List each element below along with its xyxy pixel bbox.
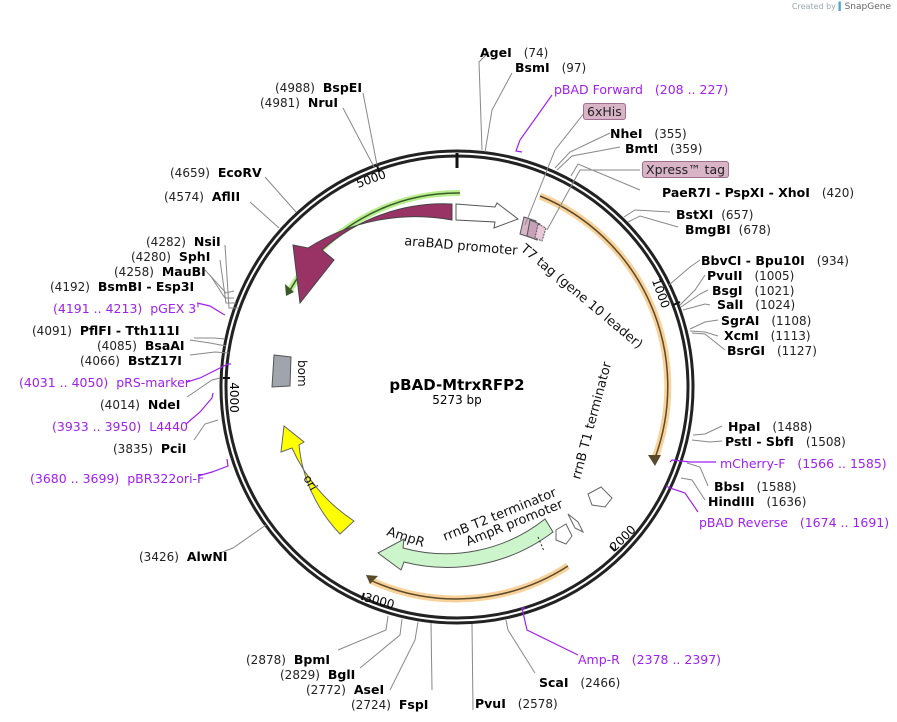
site-ScaI[interactable]: ScaI (2466) xyxy=(539,675,621,690)
arac-orf-arrow xyxy=(285,284,294,296)
site-XcmI[interactable]: XcmI (1113) xyxy=(724,328,811,343)
tick-label-4000: 4000 xyxy=(226,382,241,413)
feature-AmpR[interactable] xyxy=(377,518,554,571)
site-BsmBI-Esp3I[interactable]: (4192) BsmBI - Esp3I xyxy=(50,279,195,294)
tick-marks xyxy=(223,164,681,601)
ampr-promoter-boundary xyxy=(537,536,545,552)
site-BspEI[interactable]: (4988) BspEI xyxy=(275,80,362,95)
site-HpaI[interactable]: HpaI (1488) xyxy=(728,419,813,434)
site-BpmI[interactable]: (2878) BpmI xyxy=(246,652,331,667)
site-PaeR7I-PspXI-XhoI[interactable]: PaeR7I - PspXI - XhoI (420) xyxy=(662,185,855,200)
snapgene-logo-icon: ▍ xyxy=(838,2,845,11)
site-BbsI[interactable]: BbsI (1588) xyxy=(714,479,797,494)
site-leader-lines xyxy=(186,51,726,711)
site-AgeI[interactable]: AgeI (74) xyxy=(480,45,549,60)
primer-pRS-marker[interactable]: (4031 .. 4050) pRS-marker xyxy=(19,375,190,390)
site-BsrGI[interactable]: BsrGI (1127) xyxy=(727,343,817,358)
site-EcoRV[interactable]: (4659) EcoRV xyxy=(170,165,262,180)
site-SgrAI[interactable]: SgrAI (1108) xyxy=(721,313,812,328)
site-NruI[interactable]: (4981) NruI xyxy=(260,95,339,110)
site-PvuI[interactable]: PvuI (2578) xyxy=(475,696,558,711)
snapgene-credit: Created by ▍SnapGene xyxy=(792,2,891,12)
feature-araBAD-promoter[interactable] xyxy=(455,202,520,229)
site-BmtI[interactable]: BmtI (359) xyxy=(625,141,703,156)
credit-prefix: Created by xyxy=(791,2,836,11)
feature-tag-cluster[interactable] xyxy=(519,216,547,242)
orf-arc-rfp[interactable] xyxy=(538,192,672,460)
orf-arrow-rfp xyxy=(648,455,661,466)
backbone-outer xyxy=(219,149,695,625)
credit-brand: SnapGene xyxy=(844,2,891,12)
feature-rrnB-T1-terminator[interactable] xyxy=(587,486,613,508)
primer-mCherry-F[interactable]: mCherry-F (1566 .. 1585) xyxy=(720,456,887,471)
site-BmgBI[interactable]: BmgBI (678) xyxy=(685,222,771,237)
tag-leader-lines xyxy=(524,111,640,231)
site-NheI[interactable]: NheI (355) xyxy=(610,126,687,141)
tag-6xHis[interactable]: 6xHis xyxy=(583,103,626,120)
primer-Amp-R[interactable]: Amp-R (2378 .. 2397) xyxy=(578,652,722,667)
feature-rrnB-T2-terminator[interactable] xyxy=(567,513,585,534)
site-PstI-SbfI[interactable]: PstI - SbfI (1508) xyxy=(725,434,846,449)
site-BstXI[interactable]: BstXI (657) xyxy=(676,207,754,222)
tag-Xpress[interactable]: Xpress™ tag xyxy=(642,161,730,178)
site-BglI[interactable]: (2829) BglI xyxy=(280,667,356,682)
site-BsaAI[interactable]: (4085) BsaAI xyxy=(97,338,185,353)
site-HindIII[interactable]: HindIII (1636) xyxy=(708,494,807,509)
site-AflII[interactable]: (4574) AflII xyxy=(164,189,241,204)
primer-pGEX-3[interactable]: (4191 .. 4213) pGEX 3' xyxy=(53,301,200,316)
site-BsmI[interactable]: BsmI (97) xyxy=(515,60,587,75)
primer-L4440[interactable]: (3933 .. 3950) L4440 xyxy=(52,419,189,434)
feature-araBAD-promoter-label: araBAD promoter xyxy=(404,234,519,259)
primer-pBR322ori-F[interactable]: (3680 .. 3699) pBR322ori-F xyxy=(30,471,205,486)
site-BsgI[interactable]: BsgI (1021) xyxy=(712,283,795,298)
site-FspI[interactable]: (2724) FspI xyxy=(351,697,429,712)
site-SalI[interactable]: SalI (1024) xyxy=(717,297,796,312)
feature-bom-label: bom xyxy=(295,360,309,387)
site-SphI[interactable]: (4280) SphI xyxy=(131,249,211,264)
site-MauBI[interactable]: (4258) MauBI xyxy=(114,264,206,279)
site-BstZ17I[interactable]: (4066) BstZ17I xyxy=(80,353,182,368)
feature-araC[interactable] xyxy=(292,203,453,305)
plasmid-length: 5273 bp xyxy=(432,393,482,407)
feature-ori[interactable] xyxy=(280,425,355,535)
feature-rrnB-T1-label: rrnB T1 terminator xyxy=(569,360,615,481)
site-NdeI[interactable]: (4014) NdeI xyxy=(100,397,181,412)
primer-marks xyxy=(185,94,716,656)
site-PflFI-Tth111I[interactable]: (4091) PflFI - Tth111I xyxy=(32,323,180,338)
site-BbvCI-Bpu10I[interactable]: BbvCI - Bpu10I (934) xyxy=(701,253,849,268)
site-NsiI[interactable]: (4282) NsiI xyxy=(146,234,221,249)
feature-ori-label: ori xyxy=(300,473,320,494)
site-PciI[interactable]: (3835) PciI xyxy=(113,441,187,456)
feature-AmpR-promoter[interactable] xyxy=(555,523,573,545)
site-AseI[interactable]: (2772) AseI xyxy=(306,682,385,697)
site-PvuII[interactable]: PvuII (1005) xyxy=(707,268,795,283)
plasmid-name: pBAD-MtrxRFP2 xyxy=(389,376,525,394)
orf-arrow-ampr xyxy=(366,575,378,584)
primer-pBAD-reverse[interactable]: pBAD Reverse (1674 .. 1691) xyxy=(699,515,890,530)
primer-pBAD-forward[interactable]: pBAD Forward (208 .. 227) xyxy=(554,82,729,97)
site-AlwNI[interactable]: (3426) AlwNI xyxy=(139,549,228,564)
feature-bom[interactable] xyxy=(271,354,292,388)
